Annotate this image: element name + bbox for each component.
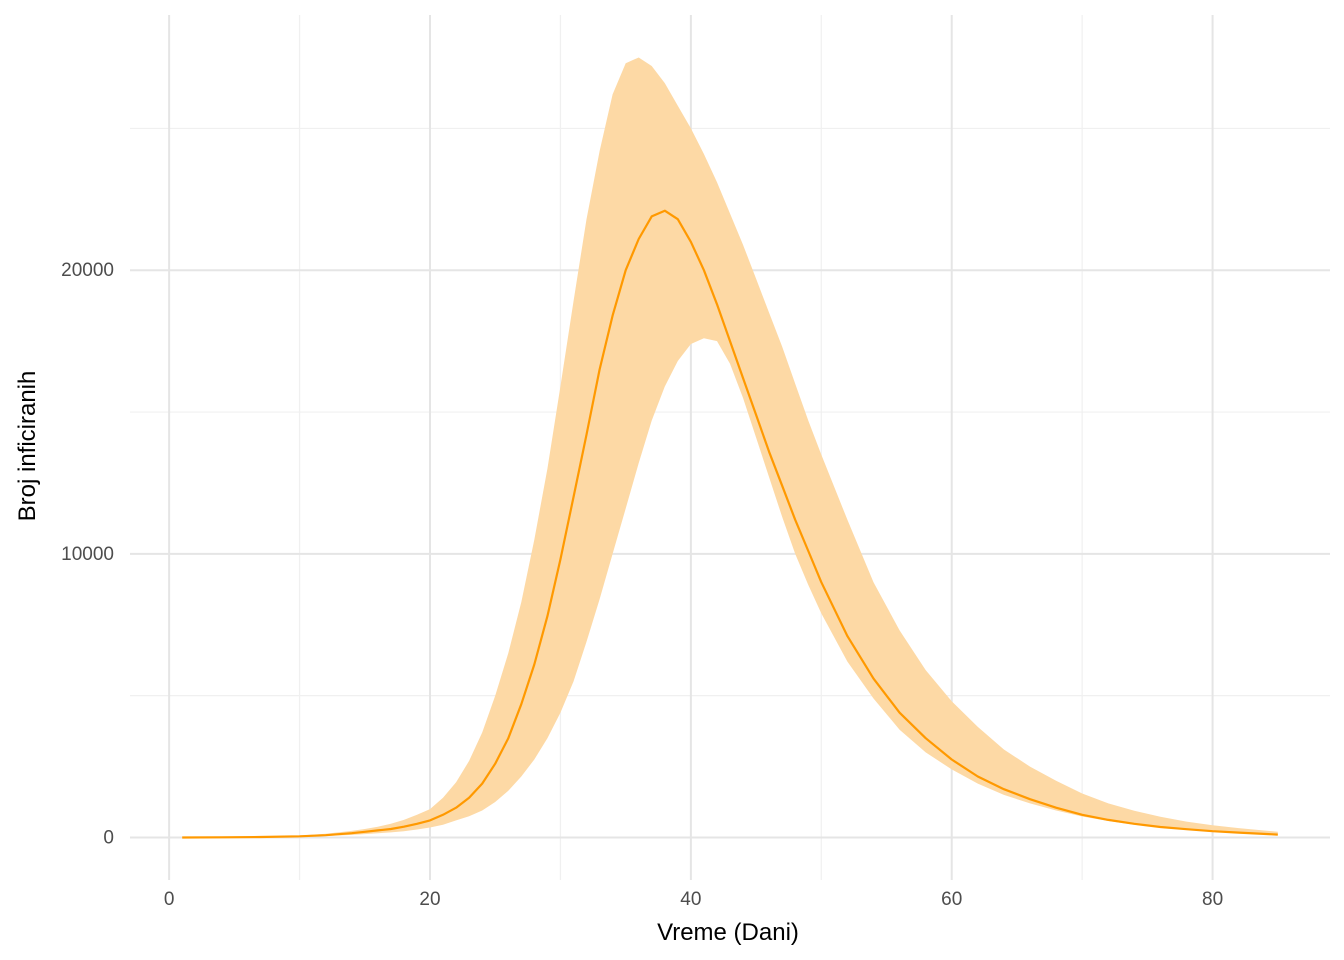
x-axis-title: Vreme (Dani): [657, 919, 799, 946]
x-tick-label: 60: [941, 889, 962, 910]
y-tick-label: 20000: [61, 260, 114, 281]
y-axis-title: Broj inficiranih: [14, 371, 41, 522]
series-line: [182, 209, 1278, 839]
x-tick-label: 20: [419, 889, 440, 910]
x-tick-label: 80: [1202, 889, 1223, 910]
y-tick-label: 10000: [61, 544, 114, 565]
confidence-band: [182, 57, 1278, 838]
tick-labels: 0 20 40 60 80 0 10000 20000: [61, 260, 1223, 910]
x-tick-label: 40: [680, 889, 701, 910]
x-tick-label: 0: [164, 889, 175, 910]
line-layer: [182, 209, 1278, 839]
y-tick-label: 0: [103, 827, 114, 848]
confidence-band-layer: [182, 57, 1278, 838]
grid: [130, 15, 1330, 880]
